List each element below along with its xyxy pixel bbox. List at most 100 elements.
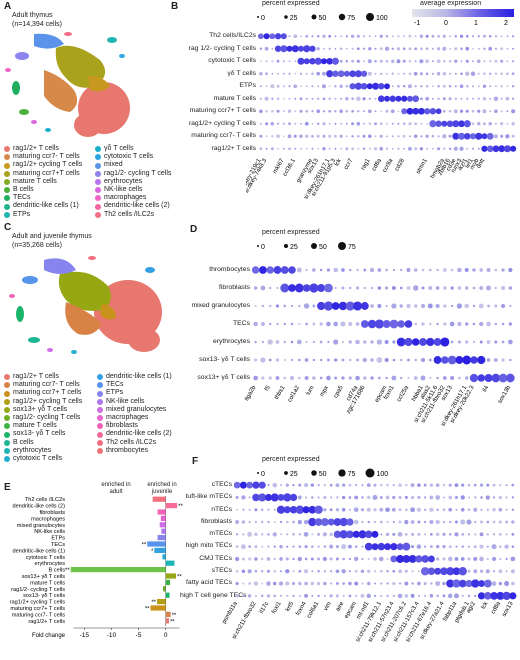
dotplot-dot	[368, 147, 371, 150]
dotplot-dot	[501, 322, 505, 326]
dotplot-dot	[323, 301, 334, 311]
dotplot-dot	[287, 109, 292, 113]
dotplot-dot	[373, 557, 377, 561]
legend-item: erythrocytes	[95, 178, 185, 186]
dotplot-dot	[385, 376, 388, 380]
dotplot-dot	[395, 95, 402, 102]
dotplot-dot	[298, 45, 304, 52]
dotplot-dot	[286, 545, 289, 548]
dotplot-dot	[436, 268, 439, 272]
dotplot-dot	[254, 340, 257, 344]
dotplot-dot	[479, 532, 484, 537]
dotplot-dot	[363, 286, 366, 290]
dotplot-dot	[406, 286, 411, 290]
fold-change-bar	[157, 535, 166, 541]
legend-swatch	[95, 195, 101, 202]
dotplot-dot	[369, 267, 375, 273]
dotplot-dot	[410, 520, 415, 524]
dotplot-dot	[398, 520, 402, 524]
dotplot-dot	[348, 594, 352, 598]
dotplot-dot	[273, 545, 276, 548]
dotplot-dot	[362, 147, 366, 150]
dotplot-dot	[254, 521, 257, 524]
dotplot-dot	[478, 303, 484, 309]
dotplot-dot	[354, 82, 362, 90]
dotplot-dot	[460, 47, 463, 51]
dotplot-row-label: maturing ccr7+ T cells	[189, 107, 256, 114]
dotplot-dot	[477, 355, 486, 365]
legend-item: Th2 cells /ILC2s	[97, 439, 187, 447]
bar-label: NK-like cells	[34, 529, 65, 535]
dotplot-dot	[377, 376, 381, 380]
dotplot-dot	[391, 122, 394, 125]
dotplot-dot	[339, 134, 343, 138]
gene-label: dntt	[476, 158, 486, 170]
dotplot-dot	[386, 520, 389, 524]
dotplot-dot	[466, 97, 469, 100]
dotplot-dot	[450, 304, 454, 308]
dotplot-dot	[314, 518, 323, 526]
dotplot-dot	[391, 147, 394, 150]
dotplot-dot	[421, 286, 425, 290]
dotplot-dot	[326, 321, 331, 327]
dotplot-dot	[496, 591, 505, 600]
dotplot-dot	[460, 507, 465, 512]
dotplot-dot	[481, 133, 488, 140]
dotplot-dot	[437, 34, 441, 38]
dotplot-dot	[414, 322, 418, 326]
dotplot-dot	[270, 121, 275, 126]
dotplot-dot	[429, 322, 432, 326]
dotplot-dot	[330, 496, 333, 499]
dotplot-dot	[290, 340, 294, 344]
dotplot-dot	[454, 47, 458, 51]
dotplot-dot	[353, 301, 363, 311]
dotplot-dot	[471, 35, 475, 38]
dotplot-dot	[343, 70, 350, 77]
dotplot-dot	[486, 557, 489, 561]
size-legend-label: 25	[290, 244, 298, 251]
dotplot-dot	[331, 57, 339, 65]
dotplot-dot	[479, 340, 483, 344]
dotplot-row-label: thrombocytes	[209, 266, 250, 273]
dotplot-dot	[304, 557, 308, 561]
legend-label: rag1/2- cycling T cells	[104, 169, 172, 177]
size-legend-label: 0	[261, 244, 265, 251]
dotplot-dot	[317, 147, 320, 150]
gene-label: thbs1	[274, 385, 287, 401]
dotplot-dot	[311, 35, 314, 38]
legend-item: mixed	[95, 161, 185, 169]
dotplot-dot	[360, 82, 368, 90]
legend-swatch	[97, 431, 103, 438]
dotplot-dot	[402, 59, 406, 63]
panel-b-label: B	[171, 1, 179, 12]
legend-swatch	[97, 398, 103, 405]
dotplot-dot	[300, 122, 302, 125]
dotplot-dot	[329, 557, 333, 561]
dotplot-dot	[269, 304, 272, 308]
dotplot-dot	[465, 109, 469, 113]
dotplot-dot	[494, 59, 498, 63]
dotplot-dot	[319, 268, 323, 272]
legend-swatch	[4, 456, 10, 463]
dotplot-dot	[265, 60, 268, 63]
legend-item: maturing ccr7- T cells	[4, 153, 94, 161]
dotplot-dot	[423, 582, 427, 586]
dotplot-dot	[500, 47, 504, 51]
dotplot-dot	[356, 268, 359, 272]
dotplot-dot	[292, 594, 295, 597]
dotplot-dot	[282, 97, 285, 100]
dotplot-dot	[505, 496, 508, 499]
dotplot-dot	[272, 482, 277, 488]
dotplot-dot	[397, 320, 405, 328]
dotplot-dot	[491, 581, 497, 586]
dotplot-dot	[323, 47, 325, 50]
dotplot-dot	[479, 286, 484, 290]
dotplot-dot	[361, 557, 364, 560]
dotplot-dot	[379, 134, 383, 138]
dotplot-dot	[391, 285, 396, 291]
dotplot-dot	[464, 303, 470, 309]
dotplot-dot	[500, 35, 503, 38]
dotplot-dot	[288, 97, 291, 100]
dotplot-dot	[328, 85, 331, 88]
